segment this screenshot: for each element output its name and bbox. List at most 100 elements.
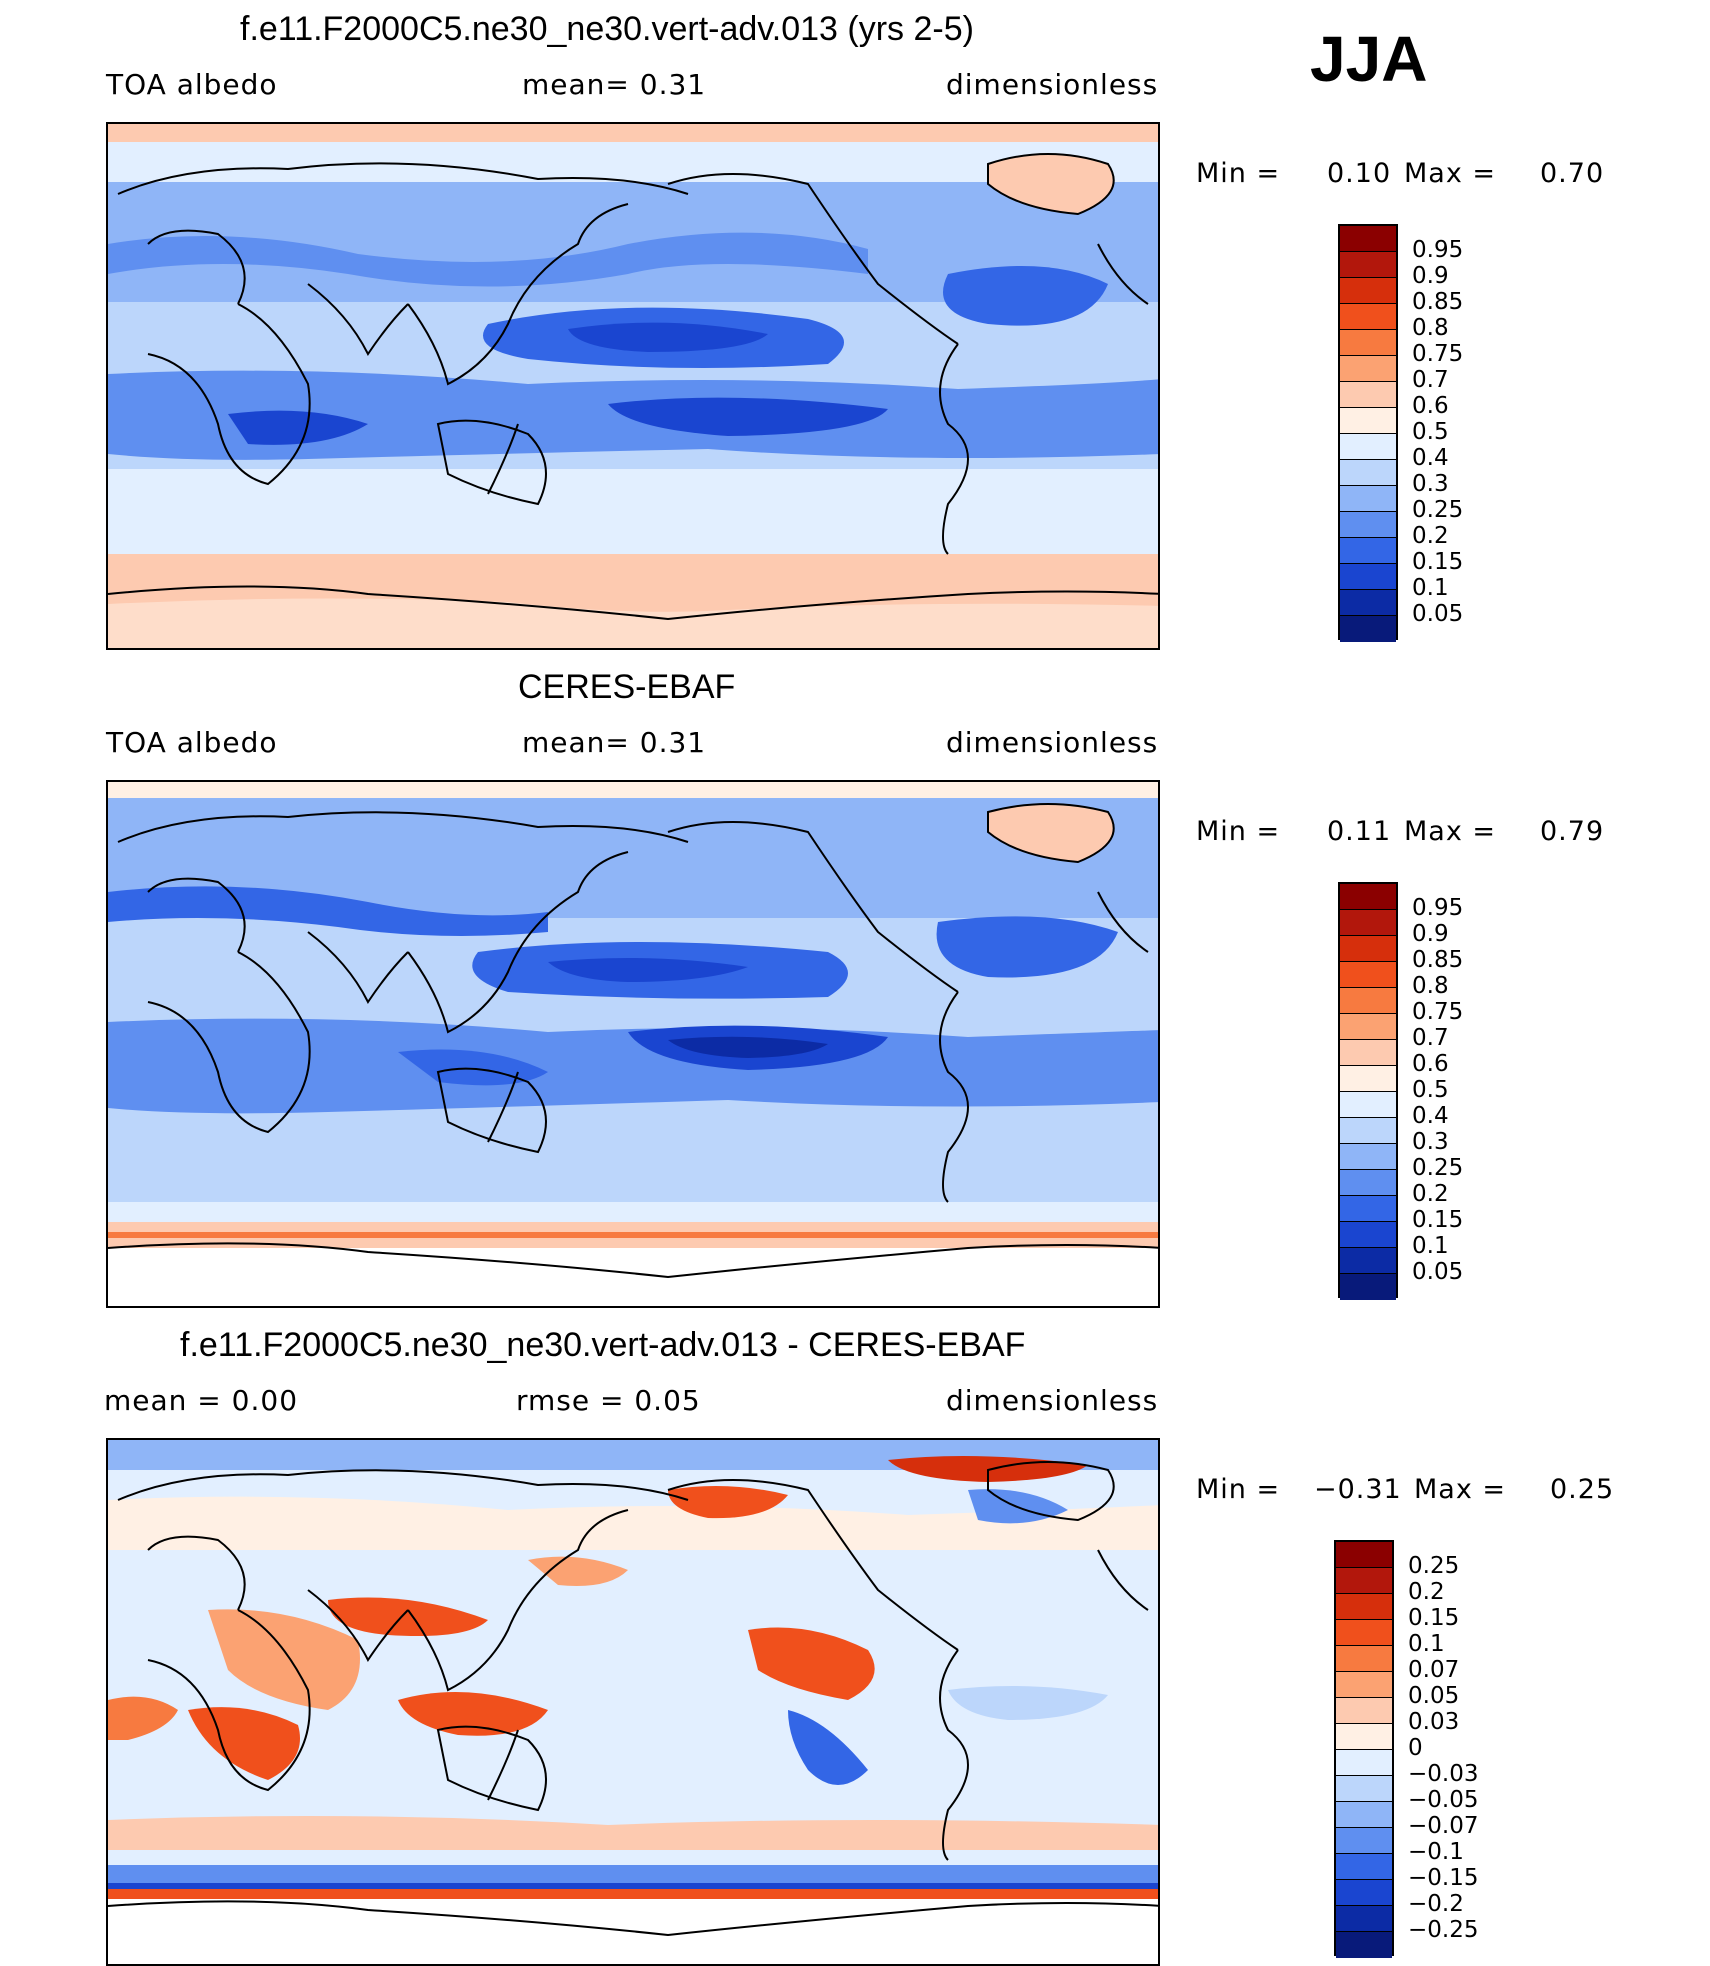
colorbar-tick-label: 0.7 [1412, 1025, 1449, 1051]
colorbar-swatch [1340, 1092, 1396, 1118]
colorbar-tick-label: 0.1 [1408, 1631, 1445, 1657]
colorbar-swatch [1340, 1274, 1396, 1300]
min-value: 0.11 [1327, 816, 1392, 847]
colorbar-swatch [1340, 382, 1396, 408]
colorbar-swatch [1340, 252, 1396, 278]
colorbar-tick-label: 0.07 [1408, 1657, 1460, 1683]
colorbar-tick-label: 0.2 [1408, 1579, 1445, 1605]
colorbar-swatch [1340, 1196, 1396, 1222]
colorbar-swatch [1340, 1144, 1396, 1170]
colorbar-tick-label: 0.15 [1412, 1207, 1464, 1233]
colorbar-tick-label: 0.95 [1412, 895, 1464, 921]
colorbar-swatch [1340, 1066, 1396, 1092]
colorbar-tick-label: 0.3 [1412, 471, 1449, 497]
colorbar-swatch [1336, 1828, 1392, 1854]
colorbar-tick-label: 0.6 [1412, 1051, 1449, 1077]
colorbar-swatch [1336, 1802, 1392, 1828]
colorbar-swatch [1336, 1594, 1392, 1620]
panel-title: f.e11.F2000C5.ne30_ne30.vert-adv.013 - C… [180, 1326, 1026, 1364]
colorbar-tick-label: 0.25 [1412, 497, 1464, 523]
colorbar-swatch [1336, 1750, 1392, 1776]
colorbar-tick-label: 0.25 [1408, 1553, 1460, 1579]
colorbar-tick-label: −0.03 [1408, 1761, 1479, 1787]
colorbar-tick-label: 0.05 [1408, 1683, 1460, 1709]
season-label: JJA [1310, 23, 1428, 95]
map-model [106, 122, 1160, 650]
colorbar-swatch [1340, 564, 1396, 590]
min-label: Min = [1196, 1474, 1281, 1505]
colorbar-scale [1338, 224, 1398, 642]
colorbar-tick-label: 0.1 [1412, 1233, 1449, 1259]
colorbar-swatch [1336, 1646, 1392, 1672]
panel-title: CERES-EBAF [518, 668, 736, 706]
colorbar-tick-label: 0 [1408, 1735, 1423, 1761]
colorbar-tick-label: 0.25 [1412, 1155, 1464, 1181]
colorbar-swatch [1340, 1040, 1396, 1066]
colorbar-scale [1338, 882, 1398, 1300]
colorbar-swatch [1340, 226, 1396, 252]
colorbar-swatch [1340, 910, 1396, 936]
variable-label: TOA albedo [106, 68, 278, 101]
colorbar-tick-label: 0.9 [1412, 263, 1449, 289]
colorbar-swatch [1336, 1854, 1392, 1880]
colorbar-tick-label: 0.8 [1412, 315, 1449, 341]
colorbar-tick-label: 0.7 [1412, 367, 1449, 393]
max-label: Max = [1414, 1474, 1507, 1505]
colorbar-swatch [1340, 304, 1396, 330]
colorbar-swatch [1340, 1222, 1396, 1248]
mean-label: mean = 0.00 [104, 1384, 299, 1417]
colorbar-swatch [1336, 1542, 1392, 1568]
colorbar-scale [1334, 1540, 1394, 1958]
colorbar-swatch [1340, 460, 1396, 486]
mean-label: mean= 0.31 [522, 68, 707, 101]
colorbar-swatch [1340, 884, 1396, 910]
map-obs-svg [108, 782, 1158, 1306]
colorbar-tick-label: 0.75 [1412, 999, 1464, 1025]
colorbar-tick-label: 0.3 [1412, 1129, 1449, 1155]
colorbar-swatch [1340, 434, 1396, 460]
colorbar-tick-label: 0.95 [1412, 237, 1464, 263]
colorbar-swatch [1340, 590, 1396, 616]
colorbar-swatch [1340, 356, 1396, 382]
colorbar-tick-label: 0.1 [1412, 575, 1449, 601]
colorbar-tick-label: 0.15 [1412, 549, 1464, 575]
colorbar-tick-label: 0.9 [1412, 921, 1449, 947]
colorbar-swatch [1336, 1568, 1392, 1594]
colorbar-tick-label: −0.05 [1408, 1787, 1479, 1813]
rmse-label: rmse = 0.05 [516, 1384, 701, 1417]
max-label: Max = [1404, 158, 1497, 189]
colorbar-tick-label: 0.2 [1412, 1181, 1449, 1207]
colorbar-tick-label: −0.07 [1408, 1813, 1479, 1839]
colorbar-swatch [1336, 1724, 1392, 1750]
colorbar-tick-label: 0.05 [1412, 1259, 1464, 1285]
colorbar-swatch [1336, 1776, 1392, 1802]
colorbar-swatch [1340, 538, 1396, 564]
colorbar-swatch [1340, 1118, 1396, 1144]
colorbar-swatch [1336, 1620, 1392, 1646]
colorbar-swatch [1340, 1170, 1396, 1196]
colorbar-tick-label: 0.85 [1412, 289, 1464, 315]
colorbar-tick-label: 0.15 [1408, 1605, 1460, 1631]
colorbar-swatch [1340, 936, 1396, 962]
min-label: Min = [1196, 158, 1281, 189]
colorbar-tick-label: 0.5 [1412, 1077, 1449, 1103]
min-value: 0.10 [1327, 158, 1392, 189]
colorbar-tick-label: −0.25 [1408, 1917, 1479, 1943]
map-model-svg [108, 124, 1158, 648]
colorbar-tick-label: 0.5 [1412, 419, 1449, 445]
colorbar-swatch [1340, 486, 1396, 512]
max-label: Max = [1404, 816, 1497, 847]
colorbar-swatch [1340, 1014, 1396, 1040]
colorbar-swatch [1336, 1672, 1392, 1698]
colorbar-swatch [1336, 1932, 1392, 1958]
colorbar-tick-label: −0.2 [1408, 1891, 1464, 1917]
colorbar-swatch [1340, 278, 1396, 304]
map-obs [106, 780, 1160, 1308]
colorbar-tick-label: 0.03 [1408, 1709, 1460, 1735]
colorbar-tick-label: 0.6 [1412, 393, 1449, 419]
colorbar-tick-label: −0.15 [1408, 1865, 1479, 1891]
colorbar-swatch [1340, 330, 1396, 356]
map-diff-svg [108, 1440, 1158, 1964]
max-value: 0.79 [1540, 816, 1605, 847]
colorbar-swatch [1340, 512, 1396, 538]
